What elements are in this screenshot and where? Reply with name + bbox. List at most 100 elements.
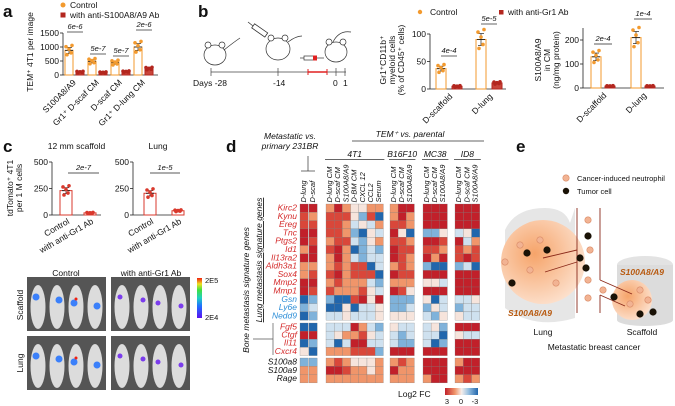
heatmap-cell	[366, 278, 376, 288]
heatmap-cell	[342, 357, 351, 367]
neutrophil-icon	[644, 296, 652, 304]
lung-label: Lung	[534, 327, 553, 337]
heatmap-cell	[471, 286, 480, 296]
legend-anti-marker	[499, 10, 504, 15]
luminescence-signal	[178, 303, 184, 309]
data-point	[493, 82, 497, 86]
y-axis-label: myeloid cells	[387, 36, 397, 85]
heatmap-cell	[350, 295, 359, 304]
heatmap-cell	[430, 270, 440, 279]
heatmap-cell	[430, 374, 440, 384]
heatmap-cell	[463, 212, 472, 221]
data-point	[134, 50, 138, 54]
data-point	[150, 193, 154, 198]
heatmap-cell	[299, 357, 309, 367]
data-point	[606, 84, 610, 89]
y-tick-label: 100	[565, 59, 579, 69]
heatmap-cell	[439, 270, 448, 279]
heatmap-cell	[439, 237, 448, 246]
tumor-cell-icon	[562, 187, 570, 195]
data-point	[498, 79, 502, 84]
data-point	[116, 58, 120, 63]
luminescence-hotspot	[74, 297, 78, 301]
heatmap-cell	[366, 303, 376, 313]
data-point	[127, 69, 131, 73]
luminescence-signal	[178, 362, 184, 368]
heatmap-cell	[454, 245, 464, 254]
heatmap-cell	[389, 347, 399, 356]
heatmap-cell	[366, 220, 376, 230]
data-point	[482, 27, 486, 32]
p-value-label: 2e-7	[75, 163, 92, 172]
heatmap-cell	[430, 212, 440, 221]
heatmap-cell	[358, 311, 368, 321]
tumor-cell-icon	[543, 246, 551, 254]
gene-label: Fgf5	[280, 322, 297, 332]
heatmap-cell	[422, 220, 432, 230]
heatmap-cell	[375, 311, 384, 321]
heatmap-cell	[375, 357, 384, 367]
vessel-wall	[544, 261, 578, 273]
chart-b1: 0 50 100 Gr1⁺CD11b⁺ myeloid cells (% of CD45⁺…	[378, 14, 506, 125]
heatmap-cell	[422, 295, 432, 304]
heatmap-cell	[463, 237, 472, 246]
vessel-wall	[599, 294, 626, 307]
data-point	[458, 83, 462, 88]
heatmap-cell	[366, 212, 376, 221]
tumor-cell-icon	[523, 249, 531, 257]
heatmap-cell	[350, 303, 359, 313]
heatmap-cell	[308, 261, 318, 271]
data-point	[151, 187, 155, 191]
heatmap-cell	[389, 311, 399, 321]
heatmap-cell	[430, 203, 440, 213]
heatmap-cell	[299, 311, 309, 321]
heatmap-cell	[454, 270, 464, 279]
data-point	[113, 60, 117, 64]
heatmap-cell	[430, 261, 440, 271]
heatmap-cell	[471, 295, 480, 304]
chart-title: 12 mm scaffold	[48, 141, 106, 151]
heatmap-cell	[397, 286, 407, 296]
data-point	[436, 63, 440, 68]
heatmap-cell	[389, 303, 399, 313]
heatmap-cell	[471, 322, 480, 332]
heatmap-cell	[366, 374, 376, 384]
heatmap-cell	[375, 347, 384, 356]
heatmap-cell	[308, 322, 318, 332]
heatmap-cell	[454, 220, 464, 230]
data-point	[476, 30, 480, 34]
heatmap-cell	[342, 228, 351, 238]
heatmap-cell	[350, 374, 359, 384]
gene-label: Ereg	[279, 219, 297, 229]
mouse-icon	[203, 37, 241, 66]
heatmap-cell	[422, 330, 432, 340]
heatmap-cell	[299, 203, 309, 213]
data-point	[64, 44, 68, 49]
heatmap-cell	[342, 212, 351, 221]
gene-label: S100a9	[268, 365, 298, 375]
heatmap-cell	[325, 339, 335, 348]
heatmap-cell	[334, 339, 343, 348]
p-value-label: 5e-7	[90, 44, 106, 53]
data-point	[66, 191, 70, 195]
heatmap-cell	[454, 237, 464, 246]
heatmap-cell	[299, 228, 309, 238]
heatmap-cell	[454, 286, 464, 296]
heatmap-cell	[463, 261, 472, 271]
heatmap-cell	[397, 303, 407, 313]
heatmap-cell	[334, 270, 343, 279]
heatmap-cell	[397, 212, 407, 221]
data-point	[596, 58, 600, 62]
gene-label: Ly6e	[279, 302, 298, 312]
heatmap-cell	[406, 347, 415, 356]
heatmap-cell	[375, 212, 384, 221]
heatmap-cell	[422, 212, 432, 221]
mouse-silhouette	[114, 344, 130, 388]
heatmap-cell	[342, 203, 351, 213]
heatmap-cell	[389, 339, 399, 348]
data-point	[133, 41, 137, 45]
heatmap-cell	[325, 357, 335, 367]
heatmap-cell	[389, 228, 399, 238]
colorbar-label: Log2 FC	[398, 389, 431, 399]
mouse-silhouette	[152, 344, 168, 388]
